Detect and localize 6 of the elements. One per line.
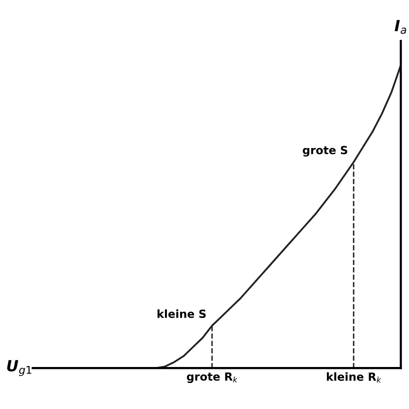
annotation: grote S (302, 146, 348, 157)
annotation: kleine S (158, 309, 206, 318)
x-tick-label: grote R$_{k}$ (186, 372, 238, 383)
x-axis-title: U$_{g1}$ (7, 360, 32, 376)
x-tick-label: kleine R$_{k}$ (326, 372, 382, 383)
y-axis-title: I$_{a}$ (394, 20, 406, 34)
